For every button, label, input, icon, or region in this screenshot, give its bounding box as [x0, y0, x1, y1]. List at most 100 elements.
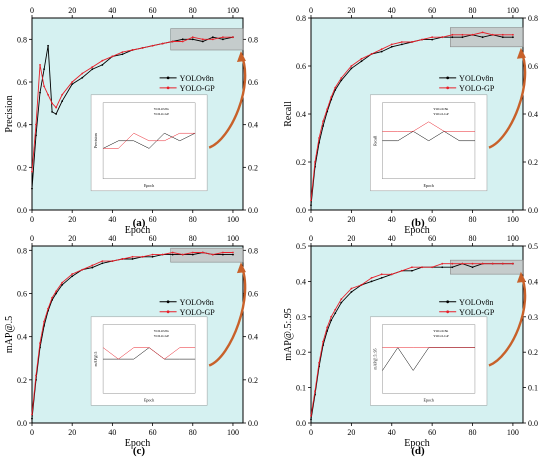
- data-point: [232, 36, 234, 39]
- zoom-region-box: [450, 259, 524, 275]
- x-tick-label-top: 60: [428, 6, 436, 15]
- data-point: [51, 296, 53, 299]
- x-tick-label: 100: [227, 215, 239, 224]
- x-tick-label-top: 40: [108, 6, 116, 15]
- data-point: [461, 262, 464, 265]
- legend-label: YOLO-GP: [180, 308, 216, 317]
- data-point: [191, 38, 194, 41]
- inset-legend-label: YOLO-GP: [154, 112, 169, 116]
- inset-y-axis-label: Recall: [372, 135, 377, 146]
- y-tick-label: 0.3: [296, 313, 306, 322]
- x-tick-label-top: 80: [469, 6, 477, 15]
- y-tick-label: 0.8: [296, 14, 306, 23]
- data-point: [340, 301, 343, 304]
- y-tick-label-right: 0.0: [528, 419, 538, 428]
- data-point: [31, 417, 33, 420]
- data-point: [222, 36, 224, 39]
- data-point: [121, 51, 124, 54]
- chart-panel-4: 0 0 20 20 40 40 60 60 80 80 100 100 0.0 0.0 0.1 0.1 0.2 0…: [283, 234, 538, 457]
- data-point: [334, 86, 337, 89]
- x-tick-label-top: 0: [309, 6, 313, 15]
- data-point: [380, 48, 383, 51]
- legend-marker: [446, 300, 450, 304]
- data-point: [400, 43, 403, 46]
- data-point: [512, 33, 514, 36]
- data-point: [191, 253, 194, 256]
- y-tick-label: 0.2: [296, 348, 306, 357]
- zoom-arrow: [488, 50, 527, 149]
- data-point: [322, 340, 325, 343]
- data-point: [330, 319, 333, 322]
- data-point: [71, 275, 74, 278]
- data-point: [35, 123, 37, 126]
- x-tick-label: 40: [108, 215, 116, 224]
- inset-x-axis-label: Epoch: [144, 397, 154, 402]
- data-point: [191, 36, 194, 39]
- x-tick-label: 20: [347, 428, 355, 437]
- inset-plot-area: [382, 324, 476, 394]
- data-point: [111, 260, 114, 263]
- data-point: [232, 253, 234, 256]
- data-point: [471, 266, 474, 269]
- y-tick-label-right: 0.2: [528, 158, 538, 167]
- data-point: [481, 31, 484, 34]
- y-tick-label: 0.6: [296, 62, 306, 71]
- data-point: [501, 262, 504, 265]
- data-point: [411, 269, 413, 272]
- x-tick-label: 0: [309, 428, 313, 437]
- y-tick-label: 0.0: [296, 419, 306, 428]
- data-point: [350, 291, 353, 293]
- x-tick-label-top: 0: [30, 234, 34, 243]
- x-axis-label: Epoch: [125, 225, 151, 236]
- data-point: [131, 49, 134, 51]
- data-point: [441, 36, 444, 39]
- data-point: [431, 38, 434, 41]
- x-tick-label-top: 40: [108, 234, 116, 243]
- data-point: [31, 170, 33, 173]
- data-point: [91, 66, 94, 68]
- data-point: [400, 269, 403, 272]
- legend-marker: [166, 310, 170, 314]
- data-point: [310, 204, 312, 207]
- x-tick-label-top: 80: [189, 6, 197, 15]
- data-point: [431, 266, 434, 269]
- data-point: [222, 251, 224, 254]
- y-tick-label: 0.0: [296, 206, 306, 215]
- data-point: [55, 290, 58, 293]
- data-point: [211, 253, 214, 256]
- x-axis-label: Epoch: [404, 438, 430, 449]
- y-tick-label-right: 0.6: [248, 289, 258, 298]
- data-point: [360, 57, 363, 60]
- data-point: [350, 67, 353, 70]
- data-point: [151, 255, 154, 258]
- x-tick-label-top: 40: [388, 6, 396, 15]
- data-point: [360, 60, 363, 63]
- y-tick-label-right: 0.1: [528, 384, 538, 393]
- x-tick-label-top: 100: [227, 234, 239, 243]
- panel-label: (c): [133, 445, 146, 457]
- data-point: [340, 77, 343, 79]
- data-point: [350, 287, 353, 290]
- data-point: [101, 262, 104, 265]
- panel-label: (a): [133, 217, 146, 229]
- data-point: [121, 258, 124, 260]
- y-tick-label: 0.4: [296, 110, 306, 119]
- data-point: [370, 276, 373, 279]
- data-point: [43, 85, 45, 88]
- data-point: [61, 281, 64, 284]
- x-tick-label: 100: [507, 215, 519, 224]
- data-point: [101, 64, 104, 66]
- data-point: [431, 36, 434, 39]
- legend-label: YOLOv8n: [180, 74, 214, 83]
- data-point: [318, 137, 320, 139]
- data-point: [201, 40, 204, 43]
- y-tick-label: 0.4: [17, 121, 27, 130]
- x-tick-label-top: 60: [149, 234, 157, 243]
- x-tick-label: 60: [149, 215, 157, 224]
- inset-series-line-2: [382, 121, 475, 132]
- data-point: [501, 36, 504, 39]
- data-point: [421, 38, 423, 41]
- data-point: [101, 59, 104, 62]
- y-tick-label-right: 0.4: [528, 277, 538, 286]
